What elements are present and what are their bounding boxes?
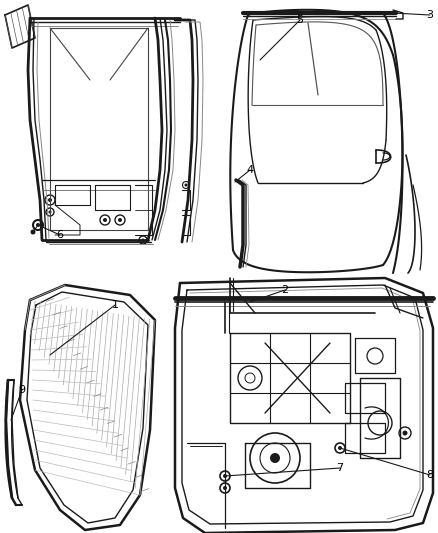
Circle shape <box>45 195 55 205</box>
Circle shape <box>184 183 187 187</box>
Circle shape <box>220 471 230 481</box>
Circle shape <box>245 373 255 383</box>
Text: 4: 4 <box>247 165 254 175</box>
Text: 5: 5 <box>297 15 304 25</box>
Circle shape <box>139 236 147 244</box>
Circle shape <box>31 230 35 235</box>
Circle shape <box>238 366 262 390</box>
Circle shape <box>118 218 122 222</box>
Circle shape <box>250 433 300 483</box>
Circle shape <box>335 443 345 453</box>
Circle shape <box>48 198 52 202</box>
Text: 2: 2 <box>282 285 289 295</box>
Circle shape <box>260 443 290 473</box>
Circle shape <box>36 223 40 227</box>
Circle shape <box>367 348 383 364</box>
Circle shape <box>223 474 227 478</box>
Circle shape <box>183 182 190 189</box>
Circle shape <box>223 486 227 490</box>
Circle shape <box>141 238 145 241</box>
Circle shape <box>49 211 52 214</box>
Text: 9: 9 <box>18 385 25 395</box>
Circle shape <box>368 411 392 435</box>
Text: 6: 6 <box>57 230 64 240</box>
Text: 7: 7 <box>336 463 343 473</box>
Circle shape <box>338 446 342 450</box>
Circle shape <box>33 220 43 230</box>
Circle shape <box>270 453 280 463</box>
Text: 3: 3 <box>427 10 434 20</box>
Circle shape <box>46 208 54 216</box>
Circle shape <box>115 215 125 225</box>
Circle shape <box>399 427 411 439</box>
Circle shape <box>103 218 107 222</box>
Text: 1: 1 <box>112 300 119 310</box>
Circle shape <box>220 483 230 493</box>
Circle shape <box>100 215 110 225</box>
Circle shape <box>403 431 407 435</box>
Text: 8: 8 <box>427 470 434 480</box>
